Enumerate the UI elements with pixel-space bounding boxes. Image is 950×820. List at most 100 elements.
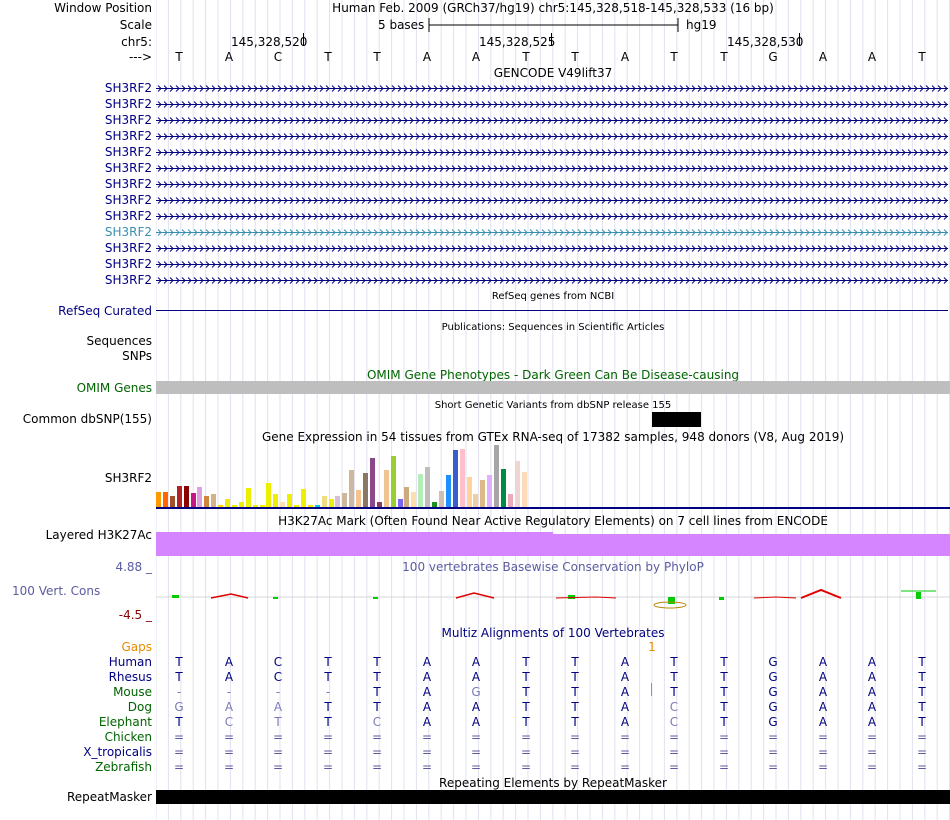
gtex-tissue-bar[interactable] [363, 473, 368, 507]
h3k27ac-signal[interactable] [553, 534, 950, 556]
gtex-tissue-bar[interactable] [425, 467, 431, 507]
gtex-tissue-bar[interactable] [162, 492, 168, 507]
gtex-tissue-bar[interactable] [211, 494, 217, 507]
species-label[interactable]: Chicken [104, 730, 152, 744]
transcript-feature[interactable] [156, 164, 948, 173]
gtex-tissue-bar[interactable] [494, 445, 500, 507]
transcript-label[interactable]: SH3RF2 [104, 113, 152, 127]
gtex-tissue-bar[interactable] [376, 502, 382, 507]
gtex-tissue-bar[interactable] [294, 505, 299, 507]
gtex-tissue-bar[interactable] [190, 493, 196, 507]
gtex-tissue-bar[interactable] [356, 490, 362, 507]
gtex-label[interactable]: SH3RF2 [104, 471, 152, 485]
dbsnp-variant[interactable] [652, 412, 701, 427]
gtex-tissue-bar[interactable] [383, 470, 389, 507]
species-label[interactable]: Human [108, 655, 152, 669]
gtex-tissue-bar[interactable] [314, 505, 320, 507]
refseq-label[interactable]: RefSeq Curated [58, 304, 152, 318]
gtex-tissue-bar[interactable] [487, 475, 493, 507]
transcript-feature[interactable] [156, 116, 948, 125]
gtex-tissue-bar[interactable] [432, 502, 437, 507]
transcript-feature[interactable] [156, 84, 948, 93]
transcript-label[interactable]: SH3RF2 [104, 193, 152, 207]
transcript-feature[interactable] [156, 100, 948, 109]
species-label[interactable]: Mouse [113, 685, 152, 699]
transcript-feature[interactable] [156, 196, 948, 205]
omim-label[interactable]: OMIM Genes [76, 381, 152, 395]
gtex-tissue-bar[interactable] [507, 494, 513, 507]
gtex-tissue-bar[interactable] [459, 449, 465, 507]
gtex-tissue-bar[interactable] [397, 499, 403, 507]
gtex-tissue-bar[interactable] [411, 492, 417, 507]
transcript-label[interactable]: SH3RF2 [104, 145, 152, 159]
gtex-tissue-bar[interactable] [501, 469, 506, 507]
gtex-tissue-bar[interactable] [521, 472, 527, 507]
gtex-tissue-bar[interactable] [390, 456, 396, 507]
transcript-feature[interactable] [156, 244, 948, 253]
species-label[interactable]: X_tropicalis [83, 745, 152, 759]
gtex-tissue-bar[interactable] [445, 475, 451, 507]
gtex-tissue-bar[interactable] [231, 505, 237, 507]
transcript-label[interactable]: SH3RF2 [104, 97, 152, 111]
refseq-gene-line[interactable] [156, 310, 948, 311]
repeatmasker-label[interactable]: RepeatMasker [66, 790, 152, 804]
transcript-label[interactable]: SH3RF2 [104, 209, 152, 223]
transcript-label[interactable]: SH3RF2 [104, 81, 152, 95]
h3k27ac-signal[interactable] [156, 532, 553, 556]
transcript-feature[interactable] [156, 212, 948, 221]
gtex-tissue-bar[interactable] [307, 505, 313, 507]
repeat-element[interactable] [156, 790, 950, 804]
gtex-tissue-bar[interactable] [335, 496, 341, 507]
transcript-label[interactable]: SH3RF2 [104, 273, 152, 287]
gtex-tissue-bar[interactable] [273, 494, 279, 507]
species-label[interactable]: Dog [127, 700, 152, 714]
gtex-tissue-bar[interactable] [225, 499, 230, 507]
phylop-label[interactable]: 100 Vert. Cons [12, 584, 101, 598]
gtex-tissue-bar[interactable] [452, 450, 458, 507]
transcript-label[interactable]: SH3RF2 [104, 177, 152, 191]
species-label[interactable]: Rhesus [108, 670, 152, 684]
gtex-tissue-bar[interactable] [280, 502, 286, 507]
phylop-signal[interactable] [156, 580, 950, 610]
species-label[interactable]: Zebrafish [95, 760, 152, 774]
gtex-bar-chart[interactable] [156, 444, 536, 507]
gtex-tissue-bar[interactable] [514, 461, 520, 507]
dbsnp-label[interactable]: Common dbSNP(155) [22, 412, 152, 426]
gtex-tissue-bar[interactable] [252, 505, 258, 507]
gtex-tissue-bar[interactable] [342, 493, 348, 507]
transcript-feature[interactable] [156, 276, 948, 285]
sequences-label[interactable]: Sequences [86, 334, 152, 348]
transcript-label[interactable]: SH3RF2 [104, 129, 152, 143]
gtex-tissue-bar[interactable] [480, 480, 486, 507]
gtex-tissue-bar[interactable] [287, 494, 293, 507]
gtex-tissue-bar[interactable] [328, 499, 334, 507]
gtex-tissue-bar[interactable] [300, 489, 306, 507]
gtex-tissue-bar[interactable] [238, 502, 244, 507]
transcript-feature[interactable] [156, 260, 948, 269]
gtex-tissue-bar[interactable] [156, 492, 161, 507]
transcript-label[interactable]: SH3RF2 [104, 257, 152, 271]
snps-label[interactable]: SNPs [122, 349, 152, 363]
h3k27ac-label[interactable]: Layered H3K27Ac [45, 528, 152, 542]
gtex-tissue-bar[interactable] [369, 458, 375, 507]
gtex-tissue-bar[interactable] [466, 477, 472, 507]
gtex-tissue-bar[interactable] [197, 487, 203, 507]
transcript-label[interactable]: SH3RF2 [104, 161, 152, 175]
transcript-feature[interactable] [156, 228, 948, 237]
transcript-feature[interactable] [156, 148, 948, 157]
gtex-tissue-bar[interactable] [204, 496, 210, 507]
gtex-tissue-bar[interactable] [259, 505, 265, 507]
gtex-tissue-bar[interactable] [418, 474, 424, 507]
gtex-tissue-bar[interactable] [266, 483, 272, 507]
gtex-tissue-bar[interactable] [321, 496, 327, 507]
gtex-tissue-bar[interactable] [404, 487, 410, 507]
omim-gene-bar[interactable] [156, 381, 950, 394]
gtex-tissue-bar[interactable] [176, 486, 182, 507]
transcript-label[interactable]: SH3RF2 [104, 241, 152, 255]
transcript-feature[interactable] [156, 132, 948, 141]
gtex-tissue-bar[interactable] [473, 494, 479, 507]
species-label[interactable]: Elephant [98, 715, 152, 729]
transcript-label[interactable]: SH3RF2 [104, 225, 152, 239]
transcript-feature[interactable] [156, 180, 948, 189]
